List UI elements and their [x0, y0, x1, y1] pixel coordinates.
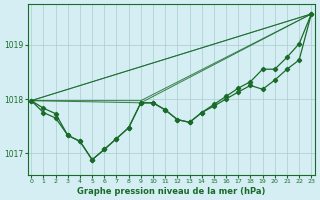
X-axis label: Graphe pression niveau de la mer (hPa): Graphe pression niveau de la mer (hPa) — [77, 187, 266, 196]
